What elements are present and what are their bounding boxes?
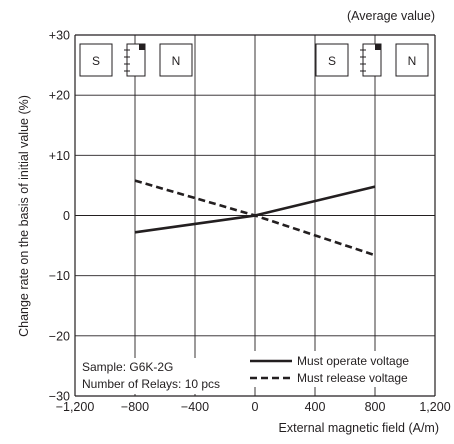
magnet-pole-label: N [172, 54, 181, 68]
magnet-block [395, 43, 429, 77]
magnet-block [79, 43, 113, 77]
notes-background [79, 358, 243, 394]
sample-notes: Sample: G6K-2G Number of Relays: 10 pcs [79, 358, 243, 394]
legend-background [246, 351, 432, 387]
y-tick-label: −10 [49, 269, 70, 283]
legend-label: Must operate voltage [297, 354, 409, 368]
x-axis-title: External magnetic field (A/m) [279, 421, 439, 435]
magnet-pole-label: S [92, 54, 100, 68]
y-tick-label: +20 [49, 89, 70, 103]
y-tick-label: −20 [49, 329, 70, 343]
legend-label: Must release voltage [297, 371, 408, 385]
y-tick-label: 0 [63, 209, 70, 223]
grid [74, 34, 436, 397]
relay-marker [375, 44, 381, 50]
magnet-pole-label: N [408, 54, 417, 68]
x-tick-label: −1,200 [56, 400, 95, 414]
x-tick-label: 1,200 [419, 400, 450, 414]
series-lines [134, 179, 376, 257]
chart-subtitle: (Average value) [347, 9, 435, 23]
tick-labels: −1,200 −800 −400 0 400 800 1,200 −30 −20 −10 0 +10 +… [49, 29, 451, 415]
relay-count-label: Number of Relays: 10 pcs [82, 377, 220, 391]
relay-body [126, 43, 146, 77]
magnet-block [159, 43, 193, 77]
x-tick-label: 800 [365, 400, 386, 414]
sample-label: Sample: G6K-2G [82, 360, 173, 374]
y-axis-title: Change rate on the basis of initial valu… [17, 95, 31, 337]
x-tick-label: −400 [181, 400, 209, 414]
relay-body [362, 43, 382, 77]
x-tick-label: −800 [121, 400, 149, 414]
series-line-release [134, 179, 376, 257]
legend: Must operate voltage Must release voltage [246, 351, 432, 387]
y-tick-label: −30 [49, 390, 70, 404]
relay-marker [139, 44, 145, 50]
x-tick-label: 0 [252, 400, 259, 414]
y-tick-label: +30 [49, 29, 70, 43]
magnet-pole-label: S [328, 54, 336, 68]
x-tick-label: 400 [305, 400, 326, 414]
y-tick-label: +10 [49, 149, 70, 163]
magnet-block [315, 43, 349, 77]
